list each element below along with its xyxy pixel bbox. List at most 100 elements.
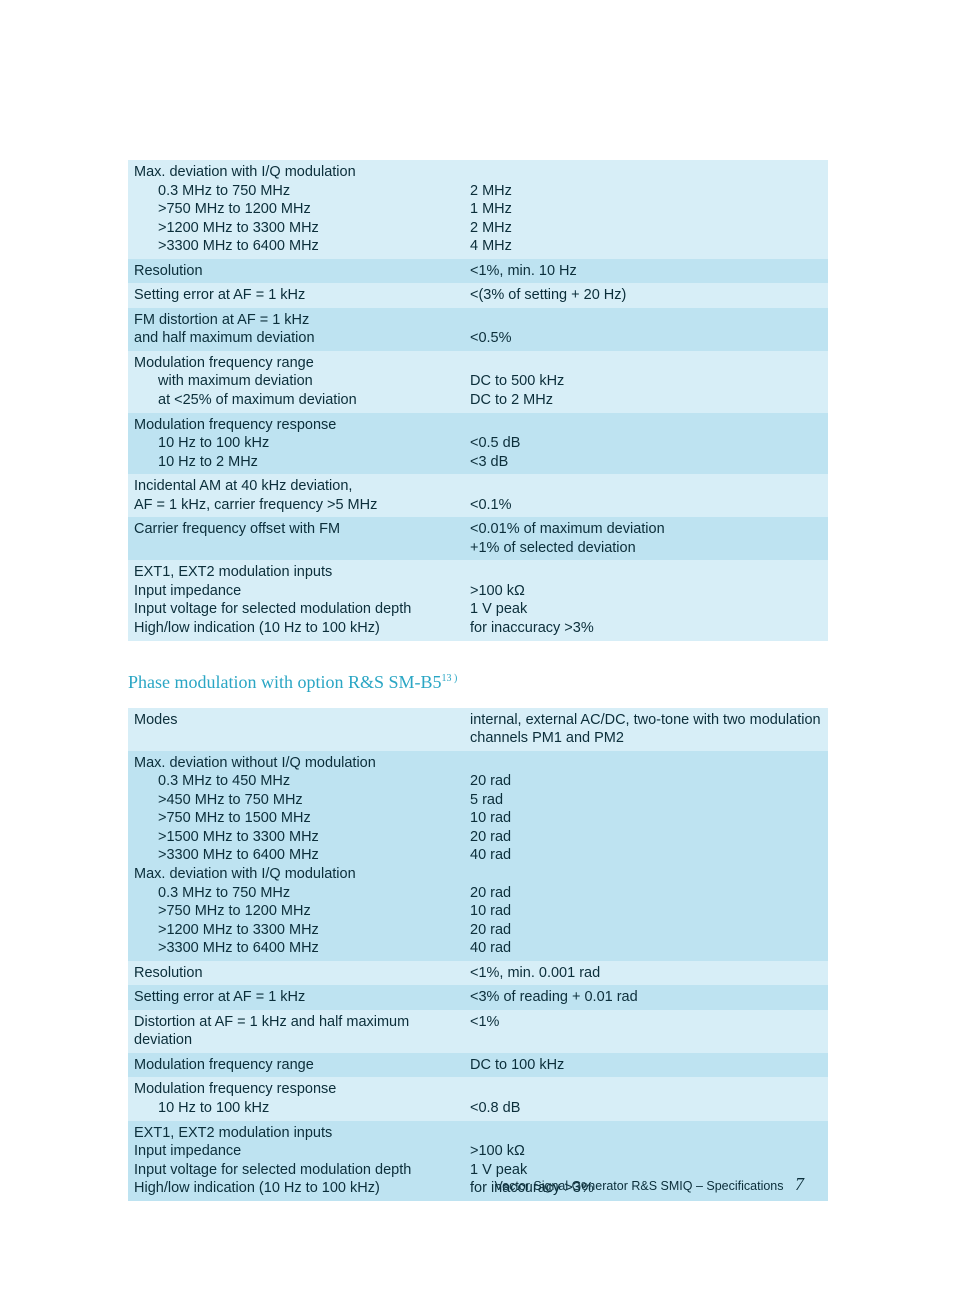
table-row: Setting error at AF = 1 kHz <3% of readi…	[128, 985, 828, 1010]
row-value: 1 MHz	[470, 200, 822, 219]
row-sublabel: 0.3 MHz to 450 MHz	[134, 772, 458, 791]
row-value: <1%, min. 0.001 rad	[470, 965, 600, 981]
row-sublabel: >3300 MHz to 6400 MHz	[134, 846, 458, 865]
row-label: Distortion at AF = 1 kHz and half maximu…	[134, 1014, 409, 1049]
row-sublabel: >1500 MHz to 3300 MHz	[134, 828, 458, 847]
row-value: 10 rad	[470, 902, 822, 921]
row-label: Modulation frequency response	[134, 417, 336, 433]
row-value: 10 rad	[470, 809, 822, 828]
row-value: 20 rad	[470, 921, 822, 940]
table-row: Max. deviation with I/Q modulation 0.3 M…	[128, 160, 828, 259]
row-value: 2 MHz	[470, 182, 822, 201]
row-sublabel: >3300 MHz to 6400 MHz	[134, 237, 458, 256]
section-heading-phase-modulation: Phase modulation with option R&S SM-B513…	[128, 671, 828, 694]
row-value: DC to 2 MHz	[470, 391, 822, 410]
section-title-sup: 13 )	[442, 673, 458, 684]
table-row: FM distortion at AF = 1 kHz and half max…	[128, 308, 828, 351]
row-sublabel: >1200 MHz to 3300 MHz	[134, 921, 458, 940]
row-sublabel: High/low indication (10 Hz to 100 kHz)	[134, 1179, 458, 1198]
row-value: DC to 100 kHz	[470, 1057, 564, 1073]
section-title-text: Phase modulation with option R&S SM-B5	[128, 672, 442, 692]
row-value: <3 dB	[470, 453, 822, 472]
row-sublabel: >750 MHz to 1200 MHz	[134, 200, 458, 219]
row-label: Setting error at AF = 1 kHz	[134, 989, 305, 1005]
row-value: <1%	[470, 1014, 499, 1030]
table-row: Modulation frequency response 10 Hz to 1…	[128, 1077, 828, 1120]
table-row: Setting error at AF = 1 kHz <(3% of sett…	[128, 283, 828, 308]
row-value: 20 rad	[470, 828, 822, 847]
row-sublabel: High/low indication (10 Hz to 100 kHz)	[134, 619, 458, 638]
row-value: 20 rad	[470, 772, 822, 791]
row-sublabel: Input voltage for selected modulation de…	[134, 1161, 458, 1180]
row-sublabel: >750 MHz to 1200 MHz	[134, 902, 458, 921]
row-label: EXT1, EXT2 modulation inputs	[134, 1124, 458, 1143]
table-row: Modulation frequency range with maximum …	[128, 351, 828, 413]
table-row: Incidental AM at 40 kHz deviation, AF = …	[128, 474, 828, 517]
row-label: Resolution	[134, 263, 203, 279]
row-sublabel: with maximum deviation	[134, 372, 458, 391]
row-value: internal, external AC/DC, two-tone with …	[470, 712, 821, 747]
row-sublabel: 10 Hz to 100 kHz	[134, 1099, 458, 1118]
row-value: 5 rad	[470, 791, 822, 810]
row-sublabel: Input voltage for selected modulation de…	[134, 600, 458, 619]
row-sublabel: at <25% of maximum deviation	[134, 391, 458, 410]
row-value: <(3% of setting + 20 Hz)	[470, 287, 626, 303]
row-value: 40 rad	[470, 939, 822, 958]
row-sublabel: Input impedance	[134, 582, 458, 601]
row-value: +1% of selected deviation	[470, 539, 822, 558]
row-label: FM distortion at AF = 1 kHz	[134, 311, 458, 330]
footer-text: Vector Signal Generator R&S SMIQ – Speci…	[494, 1179, 783, 1193]
row-value: 1 V peak	[470, 600, 822, 619]
table-row: EXT1, EXT2 modulation inputs Input imped…	[128, 560, 828, 640]
row-value: <3% of reading + 0.01 rad	[470, 989, 638, 1005]
row-value: 20 rad	[470, 884, 822, 903]
row-label: Modulation frequency response	[134, 1081, 336, 1097]
row-value: 4 MHz	[470, 237, 822, 256]
row-value: <0.1%	[470, 496, 822, 515]
row-value: DC to 500 kHz	[470, 372, 822, 391]
page-number: 7	[795, 1174, 804, 1194]
table-row: Modes internal, external AC/DC, two-tone…	[128, 708, 828, 751]
row-label: Modes	[134, 712, 178, 728]
table-row: Resolution <1%, min. 10 Hz	[128, 259, 828, 284]
row-value: >100 kΩ	[470, 582, 822, 601]
row-sublabel: >3300 MHz to 6400 MHz	[134, 939, 458, 958]
row-value: <1%, min. 10 Hz	[470, 263, 577, 279]
row-label: EXT1, EXT2 modulation inputs	[134, 563, 458, 582]
row-label: Carrier frequency offset with FM	[134, 521, 340, 537]
row-label: Modulation frequency range	[134, 1057, 314, 1073]
row-sublabel: >1200 MHz to 3300 MHz	[134, 219, 458, 238]
row-label: and half maximum deviation	[134, 329, 458, 348]
row-sublabel: 10 Hz to 100 kHz	[134, 434, 458, 453]
row-sublabel: Input impedance	[134, 1142, 458, 1161]
table-row: Modulation frequency response 10 Hz to 1…	[128, 413, 828, 475]
row-value: 2 MHz	[470, 219, 822, 238]
table-row: Resolution <1%, min. 0.001 rad	[128, 961, 828, 986]
fm-spec-table: Max. deviation with I/Q modulation 0.3 M…	[128, 160, 828, 641]
table-row: Modulation frequency range DC to 100 kHz	[128, 1053, 828, 1078]
row-label: Modulation frequency range	[134, 355, 314, 371]
row-sublabel: 0.3 MHz to 750 MHz	[134, 884, 458, 903]
row-value: for inaccuracy >3%	[470, 619, 822, 638]
row-value: <0.8 dB	[470, 1099, 822, 1118]
row-value: >100 kΩ	[470, 1142, 822, 1161]
table-row: Max. deviation without I/Q modulation 0.…	[128, 751, 828, 961]
row-label: Resolution	[134, 965, 203, 981]
row-value: <0.5 dB	[470, 434, 822, 453]
page-footer: Vector Signal Generator R&S SMIQ – Speci…	[494, 1173, 804, 1196]
row-sublabel: 0.3 MHz to 750 MHz	[134, 182, 458, 201]
row-sublabel: >450 MHz to 750 MHz	[134, 791, 458, 810]
row-label: AF = 1 kHz, carrier frequency >5 MHz	[134, 496, 458, 515]
row-label: Max. deviation with I/Q modulation	[134, 866, 356, 882]
row-label: Setting error at AF = 1 kHz	[134, 287, 305, 303]
table-row: Carrier frequency offset with FM <0.01% …	[128, 517, 828, 560]
table-row: Distortion at AF = 1 kHz and half maximu…	[128, 1010, 828, 1053]
row-value: <0.5%	[470, 329, 822, 348]
spec-page: Max. deviation with I/Q modulation 0.3 M…	[0, 0, 954, 1308]
pm-spec-table: Modes internal, external AC/DC, two-tone…	[128, 708, 828, 1201]
row-label: Incidental AM at 40 kHz deviation,	[134, 477, 458, 496]
row-label: Max. deviation without I/Q modulation	[134, 755, 376, 771]
row-value: 40 rad	[470, 846, 822, 865]
row-label: Max. deviation with I/Q modulation	[134, 164, 356, 180]
row-value: <0.01% of maximum deviation	[470, 520, 822, 539]
